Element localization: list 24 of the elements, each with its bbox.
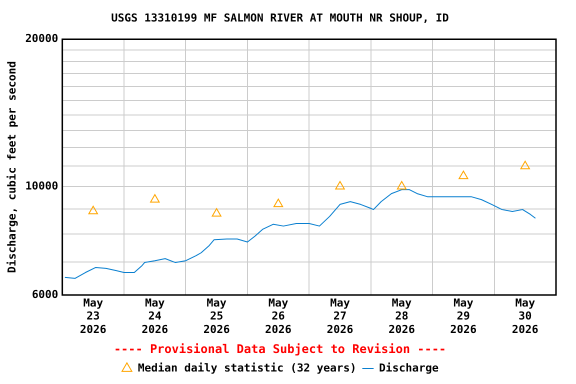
point — [88, 206, 98, 214]
x-tick-label: May 25 2026 — [203, 296, 230, 336]
chart-title: USGS 13310199 MF SALMON RIVER AT MOUTH NR SHOUP, ID — [111, 11, 450, 24]
point — [273, 198, 284, 208]
point — [335, 180, 345, 190]
y-tick-label: 10000 — [25, 179, 58, 192]
point — [212, 208, 222, 217]
legend-label: Discharge — [378, 361, 439, 374]
y-tick-label: 6000 — [32, 288, 58, 301]
point — [458, 170, 468, 180]
point — [520, 160, 530, 170]
x-tick-label: May 30 2026 — [512, 296, 539, 336]
x-tick-label: May 26 2026 — [265, 296, 292, 336]
x-tick-label: May 23 2026 — [80, 296, 107, 336]
x-tick-label: May 27 2026 — [326, 296, 354, 336]
text: ---- Provisional Data Subject to Revision ---- — [114, 342, 446, 356]
y-tick-label: 20000 — [25, 32, 58, 46]
x-tick-label: May 24 2026 — [142, 296, 168, 336]
x-tick-label: May 28 2026 — [388, 296, 416, 336]
y-axis-title: Discharge, cubic feet per second — [5, 61, 18, 274]
point — [396, 180, 407, 190]
point — [150, 194, 160, 203]
legend-label: Median daily statistic (32 years) — [138, 361, 356, 374]
x-tick-label: May 29 2026 — [450, 296, 478, 336]
